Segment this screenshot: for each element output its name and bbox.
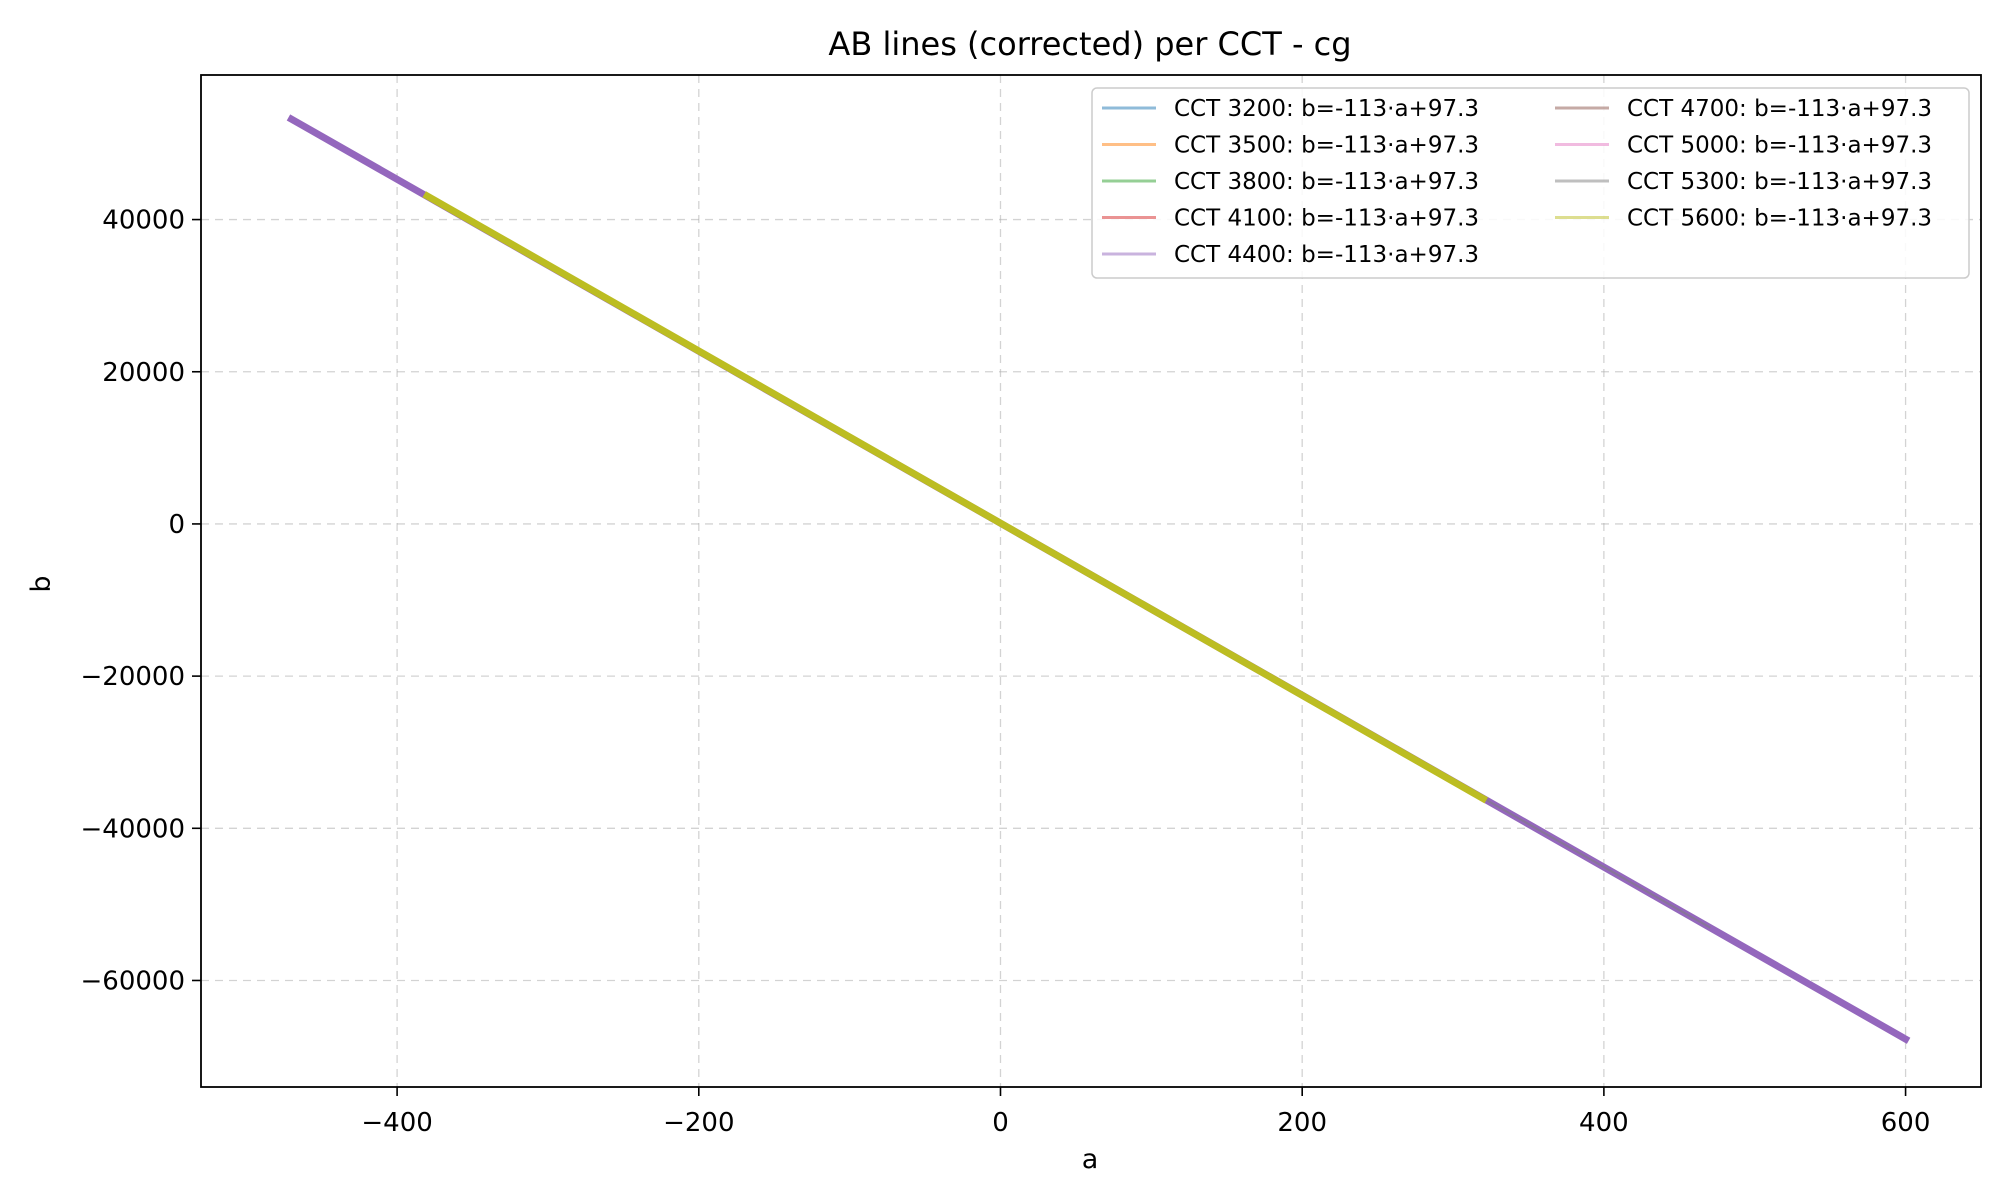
y-tick-label: 20000 (102, 358, 185, 388)
y-tick-label: −40000 (81, 814, 186, 844)
legend-label: CCT 5300: b=-113·a+97.3 (1627, 169, 1932, 195)
legend-label: CCT 3200: b=-113·a+97.3 (1174, 96, 1479, 122)
y-tick-label: 40000 (102, 206, 185, 236)
x-axis-ticks: −400 −200 0 200 400 600 (361, 1087, 1930, 1138)
legend-label: CCT 3500: b=-113·a+97.3 (1174, 133, 1479, 159)
y-tick-label: −60000 (81, 966, 186, 996)
legend-label: CCT 4400: b=-113·a+97.3 (1174, 242, 1479, 268)
x-tick-label: −200 (663, 1108, 734, 1138)
x-axis-label: a (1082, 1144, 1099, 1175)
y-axis-label: b (26, 575, 57, 592)
x-tick-label: 200 (1277, 1108, 1327, 1138)
legend-label: CCT 4100: b=-113·a+97.3 (1174, 206, 1479, 232)
legend: CCT 3200: b=-113·a+97.3 CCT 3500: b=-113·… (1091, 87, 1970, 279)
series-line-9 (422, 191, 1488, 804)
plot-frame (200, 74, 1982, 1088)
chart-title: AB lines (corrected) per CCT - cg (828, 25, 1351, 63)
y-tick-label: 0 (168, 510, 185, 540)
legend-label: CCT 3800: b=-113·a+97.3 (1174, 169, 1479, 195)
legend-box (1091, 87, 1970, 279)
y-tick-label: −20000 (81, 662, 186, 692)
legend-label: CCT 5000: b=-113·a+97.3 (1627, 133, 1932, 159)
legend-label: CCT 5600: b=-113·a+97.3 (1627, 206, 1932, 232)
x-tick-label: −400 (361, 1108, 432, 1138)
legend-label: CCT 4700: b=-113·a+97.3 (1627, 96, 1932, 122)
plot-lines (286, 114, 1911, 1044)
grid (201, 75, 1981, 1087)
x-tick-label: 400 (1579, 1108, 1629, 1138)
x-tick-label: 0 (992, 1108, 1009, 1138)
y-axis-ticks: −60000 −40000 −20000 0 20000 40000 (81, 206, 201, 996)
x-tick-label: 600 (1881, 1108, 1931, 1138)
